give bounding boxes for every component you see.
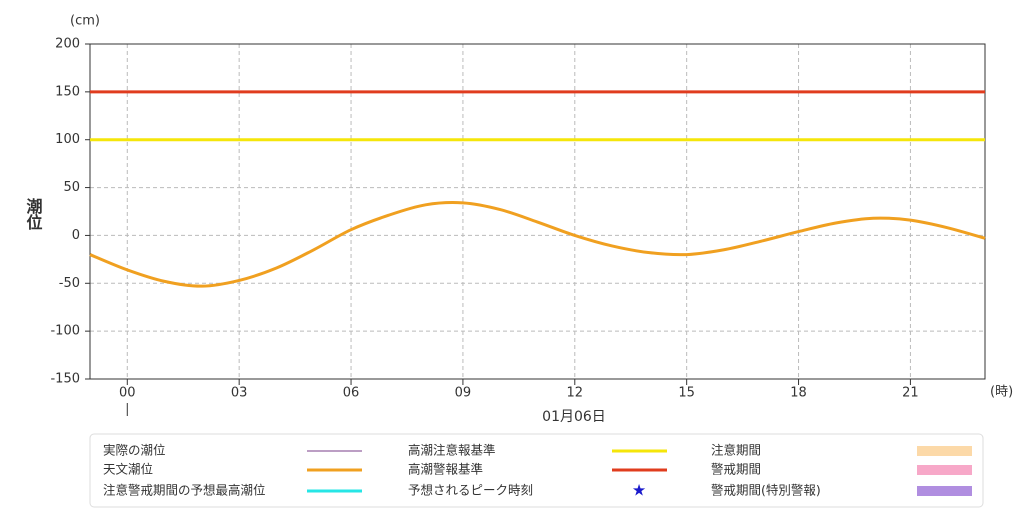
- x-tick-label: 21: [902, 386, 919, 401]
- x-tick-label: 00: [119, 386, 136, 401]
- y-tick-label: 100: [55, 132, 80, 147]
- y-tick-label: 150: [55, 84, 80, 99]
- legend-label: 高潮注意報基準: [408, 443, 496, 458]
- y-tick-label: 0: [72, 228, 80, 243]
- legend-label: 実際の潮位: [103, 443, 166, 458]
- legend-swatch: [917, 465, 972, 475]
- legend-swatch: [917, 446, 972, 456]
- legend-swatch: [917, 486, 972, 496]
- tide-line: [89, 201, 986, 288]
- legend-label: 天文潮位: [103, 462, 153, 477]
- legend-label: 注意警戒期間の予想最高潮位: [103, 483, 266, 498]
- legend-label: 高潮警報基準: [408, 462, 483, 477]
- legend-label: 警戒期間(特別警報): [711, 483, 821, 498]
- legend-label: 予想されるピーク時刻: [408, 483, 533, 498]
- x-tick-label: 09: [455, 386, 472, 401]
- y-axis-title: 潮位: [24, 197, 43, 231]
- legend-label: 注意期間: [711, 443, 761, 458]
- y-tick-label: -50: [59, 276, 80, 291]
- y-tick-label: 200: [55, 37, 80, 52]
- legend-label: 警戒期間: [711, 462, 761, 477]
- legend-box: [89, 433, 984, 508]
- x-tick-label: 15: [678, 386, 695, 401]
- plot-frame: [89, 43, 986, 380]
- date-label: 01月06日: [542, 409, 606, 425]
- x-tick-label: 03: [231, 386, 248, 401]
- y-tick-label: -100: [50, 324, 80, 339]
- x-tick-label: 06: [343, 386, 360, 401]
- x-unit: (時): [990, 385, 1013, 400]
- x-tick-label: 18: [790, 386, 807, 401]
- y-tick-label: 50: [63, 180, 80, 195]
- y-tick-label: -150: [50, 372, 80, 387]
- legend-star: ★: [632, 481, 646, 500]
- y-unit: (cm): [70, 14, 100, 29]
- x-tick-label: 12: [567, 386, 584, 401]
